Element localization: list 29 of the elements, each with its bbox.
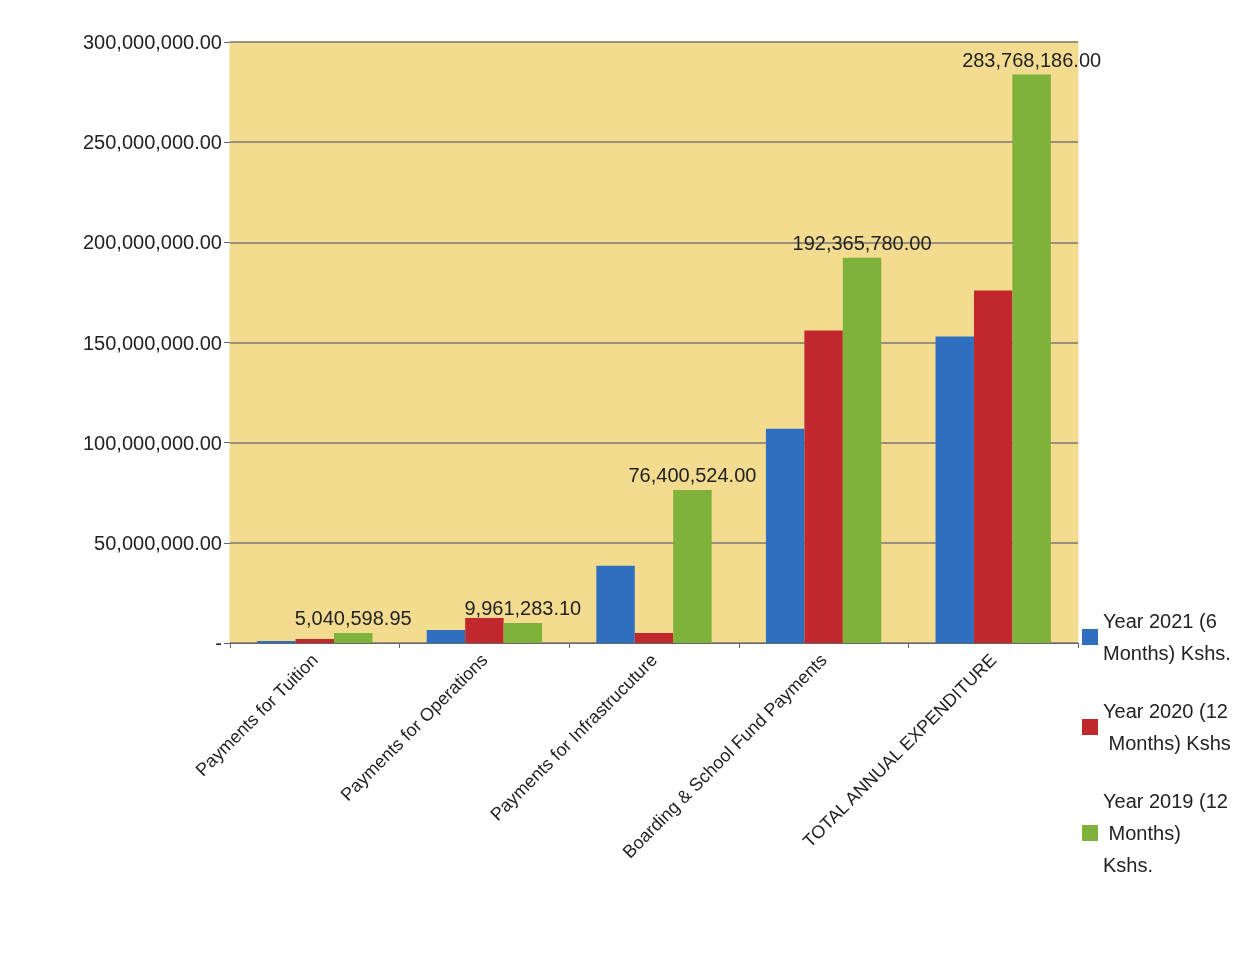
legend-label: Year 2020 (12 Months) Kshs [1103,700,1231,754]
y-tick-label: 250,000,000.00 [82,131,222,154]
data-label: 283,768,186.00 [962,48,1102,71]
legend-label: Year 2019 (12 Months) Kshs. [1103,790,1228,876]
y-tick-label: - [215,632,222,654]
bar [973,290,1013,643]
data-label: 192,365,780.00 [792,231,932,254]
bar [426,629,466,643]
bar [804,330,843,643]
data-label: 5,040,598.95 [294,606,412,629]
bar [1012,74,1051,643]
bar [673,489,712,643]
bar [295,638,335,643]
y-tick-label: 300,000,000.00 [82,31,222,53]
bar [634,632,674,643]
y-tick-label: 100,000,000.00 [82,431,222,454]
bar [842,257,882,643]
bar [596,565,635,643]
bar [935,336,974,643]
legend-label: Year 2021 (6 Months) Kshs. [1103,610,1231,664]
data-label: 76,400,524.00 [628,463,757,486]
bar [503,623,543,643]
y-tick-label: 200,000,000.00 [82,231,222,254]
bar [334,632,373,643]
bar [765,428,805,643]
y-tick-label: 150,000,000.00 [82,331,222,354]
data-label: 9,961,283.10 [464,597,582,620]
y-tick-label: 50,000,000.00 [94,531,222,554]
bar [465,617,504,643]
